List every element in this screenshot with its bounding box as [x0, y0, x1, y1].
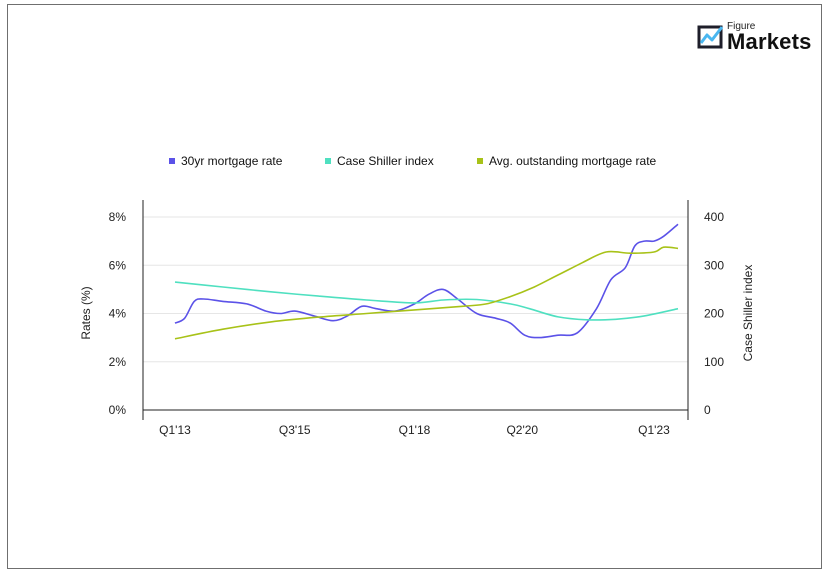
figure-markets-logo: Figure Markets — [697, 21, 817, 55]
legend-swatch-30yr-mortgage-rate — [169, 158, 175, 164]
x-tick-label: Q1'13 — [159, 423, 191, 437]
y-right-tick-label: 400 — [704, 210, 724, 224]
y-right-tick-label: 300 — [704, 258, 724, 272]
series-line-avg-outstanding-mortgage-rate — [174, 246, 679, 340]
logo-small-text: Figure — [727, 21, 756, 32]
series-line-case-shiller-index — [174, 281, 679, 321]
right-axis-ticks: 0 100 200 300 400 — [704, 210, 724, 417]
y-right-tick-label: 0 — [704, 403, 711, 417]
logo-big-text: Markets — [727, 29, 812, 54]
y-axis-left-label: Rates (%) — [79, 286, 93, 339]
x-tick-label: Q3'15 — [279, 423, 311, 437]
gridlines — [143, 216, 688, 363]
logo-mark-icon — [697, 25, 724, 49]
series-lines — [174, 223, 679, 340]
y-left-tick-label: 0% — [109, 403, 127, 417]
y-left-tick-label: 8% — [109, 210, 127, 224]
x-tick-label: Q1'23 — [638, 423, 670, 437]
legend-label-case-shiller-index: Case Shiller index — [337, 154, 434, 168]
left-axis-ticks: 0% 2% 4% 6% 8% — [109, 210, 127, 417]
y-left-tick-label: 4% — [109, 307, 127, 321]
legend-label-30yr-mortgage-rate: 30yr mortgage rate — [181, 154, 283, 168]
legend-swatch-avg-outstanding-mortgage-rate — [477, 158, 483, 164]
y-left-tick-label: 2% — [109, 355, 127, 369]
series-line-30yr-mortgage-rate — [174, 223, 679, 339]
x-tick-label: Q2'20 — [506, 423, 538, 437]
legend-swatch-case-shiller-index — [325, 158, 331, 164]
y-left-tick-label: 6% — [109, 258, 127, 272]
y-axis-right-label: Case Shiller index — [741, 265, 755, 362]
y-right-tick-label: 200 — [704, 307, 724, 321]
legend-label-avg-outstanding-mortgage-rate: Avg. outstanding mortgage rate — [489, 154, 657, 168]
axes — [142, 200, 689, 420]
x-tick-label: Q1'18 — [399, 423, 431, 437]
y-right-tick-label: 100 — [704, 355, 724, 369]
legend: 30yr mortgage rate Case Shiller index Avg.… — [169, 154, 657, 168]
x-axis-ticks: Q1'13 Q3'15 Q1'18 Q2'20 Q1'23 — [159, 423, 670, 437]
